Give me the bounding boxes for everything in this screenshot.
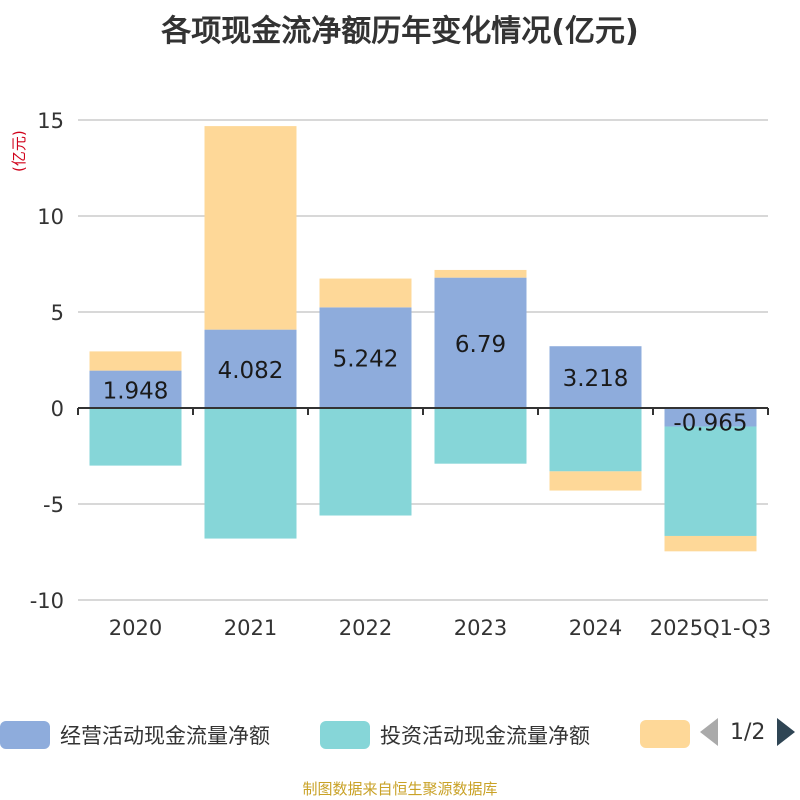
data-label: 6.79 [455, 332, 506, 358]
bar-segment [664, 426, 757, 536]
bar-segment [549, 346, 642, 408]
bar-segment [89, 370, 182, 408]
legend-item-investing[interactable]: 投资活动现金流量净额 [320, 720, 590, 750]
bar-segment [434, 269, 527, 278]
legend-swatch-investing [320, 721, 370, 749]
data-label: 5.242 [333, 347, 399, 373]
chart-title: 各项现金流净额历年变化情况(亿元) [161, 14, 639, 49]
bar-segment [204, 408, 297, 539]
x-tick-label: 2023 [454, 616, 507, 640]
bar-segment [319, 408, 412, 516]
legend-next-icon[interactable] [777, 718, 796, 746]
grid-lines [78, 119, 768, 601]
legend: 经营活动现金流量净额 投资活动现金流量净额 [0, 716, 800, 756]
legend-swatch-operating [0, 721, 50, 749]
legend-pager: 1/2 [700, 718, 796, 746]
y-tick-label: 5 [51, 301, 64, 325]
bar-segment [319, 278, 412, 308]
legend-prev-icon[interactable] [700, 718, 718, 746]
legend-swatch-financing [640, 720, 690, 748]
bars [89, 126, 757, 552]
y-tick-label: -5 [43, 493, 64, 517]
bar-segment [204, 126, 297, 330]
x-tick-label: 2024 [569, 616, 622, 640]
legend-label-operating: 经营活动现金流量净额 [60, 724, 270, 748]
x-tick-label: 2020 [109, 616, 162, 640]
y-tick-label: 0 [51, 397, 64, 421]
y-tick-label: -10 [30, 589, 64, 613]
bar-segment [549, 408, 642, 472]
bar-segment [89, 408, 182, 466]
legend-item-operating[interactable]: 经营活动现金流量净额 [0, 720, 270, 750]
bar-segment [664, 535, 757, 552]
data-label: 4.082 [218, 358, 284, 384]
bar-segment [434, 277, 527, 408]
x-tick-label: 2022 [339, 616, 392, 640]
data-label: 3.218 [563, 366, 629, 392]
legend-item-financing[interactable] [640, 720, 700, 748]
y-tick-label: 15 [37, 109, 64, 133]
legend-page-indicator: 1/2 [730, 719, 766, 745]
bar-segment [319, 307, 412, 408]
x-tick-label: 2021 [224, 616, 277, 640]
chart-canvas: 15 10 5 0 -5 -10 2020 2021 2022 2023 2024 2025Q1-Q3… [30, 109, 772, 640]
y-tick-label: 10 [37, 205, 64, 229]
legend-label-investing: 投资活动现金流量净额 [380, 724, 590, 748]
data-label: -0.965 [673, 410, 747, 436]
bar-segment [664, 408, 757, 427]
bar-segment [89, 351, 182, 371]
bar-segment [204, 329, 297, 408]
data-labels: 1.948 4.082 5.242 6.79 3.218 -0.965 [103, 332, 748, 436]
source-note: 制图数据来自恒生聚源数据库 [302, 780, 498, 798]
bar-segment [549, 471, 642, 491]
x-tick-label: 2025Q1-Q3 [650, 616, 772, 640]
axes: 15 10 5 0 -5 -10 2020 2021 2022 2023 2024 2025Q1-Q3 [30, 109, 772, 640]
bar-segment [434, 408, 527, 464]
data-label: 1.948 [103, 378, 169, 404]
